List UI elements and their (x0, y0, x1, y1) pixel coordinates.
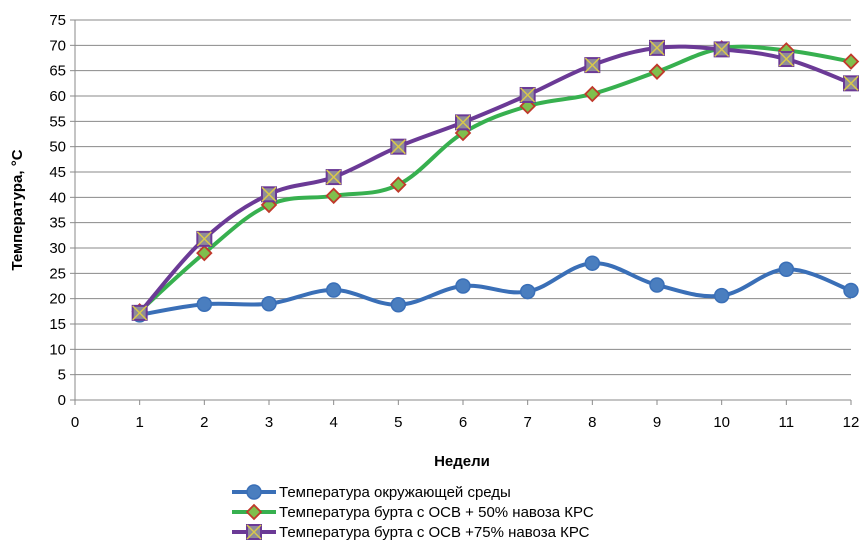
y-axis-title: Температура, °С (9, 149, 26, 270)
x-tick-label: 5 (394, 414, 402, 431)
data-point-series-1 (649, 277, 665, 293)
data-point-series-1 (584, 255, 601, 271)
x-tick-label: 7 (523, 414, 531, 431)
data-point-series-3 (713, 41, 730, 58)
y-tick-label: 10 (49, 341, 66, 358)
marker-x-stroke (246, 524, 262, 540)
marker-x-stroke (196, 231, 212, 247)
x-tick-label: 2 (200, 414, 208, 431)
data-point-series-2 (584, 85, 601, 103)
x-tick-label: 1 (135, 414, 143, 431)
legend-swatch-marker (246, 524, 262, 540)
y-tick-label: 5 (58, 367, 66, 384)
legend-label: Температура бурта с ОСВ + 50% навоза КРС (279, 504, 594, 521)
y-tick-label: 0 (58, 392, 66, 409)
legend-swatch-marker (245, 503, 263, 521)
data-point-series-2 (648, 63, 666, 80)
data-point-series-1 (455, 278, 471, 294)
data-point-series-3 (390, 138, 407, 155)
marker-x-stroke (520, 87, 536, 103)
x-tick-label: 3 (265, 414, 273, 431)
data-point-series-1 (390, 296, 407, 313)
marker-x-stroke (843, 75, 859, 91)
marker-x-stroke (132, 305, 148, 321)
data-point-series-3 (455, 114, 471, 131)
y-tick-label: 35 (49, 215, 66, 232)
series-markers (131, 39, 860, 323)
legend-label: Температура окружающей среды (279, 484, 511, 501)
series-line-1 (137, 261, 853, 317)
marker-x-stroke (714, 41, 730, 57)
y-tick-label: 15 (49, 316, 66, 333)
data-point-series-3 (778, 51, 795, 68)
series-line-2 (137, 44, 853, 314)
legend-label: Температура бурта с ОСВ +75% навоза КРС (279, 524, 590, 541)
series-lines (137, 44, 853, 317)
x-tick-label: 11 (779, 414, 795, 431)
y-tick-label: 50 (49, 139, 66, 156)
data-point-series-3 (131, 304, 148, 321)
x-axis-title: Недели (434, 453, 490, 470)
data-point-series-1 (325, 282, 342, 298)
x-tick-label: 6 (459, 414, 467, 431)
data-point-series-3 (519, 86, 536, 103)
legend-item-2: Температура бурта с ОСВ + 50% навоза КРС (232, 503, 594, 521)
y-tick-label: 25 (49, 265, 66, 282)
data-point-series-1 (713, 287, 730, 304)
x-tick-label: 10 (713, 414, 730, 431)
legend-item-1: Температура окружающей среды (232, 484, 511, 501)
data-point-series-2 (390, 176, 407, 193)
y-tick-label: 20 (49, 291, 66, 308)
y-tick-label: 60 (49, 88, 66, 105)
x-tick-label: 8 (588, 414, 596, 431)
legend-item-3: Температура бурта с ОСВ +75% навоза КРС (232, 524, 590, 541)
data-point-series-3 (843, 75, 859, 92)
data-point-series-2 (196, 244, 213, 262)
data-point-series-1 (843, 282, 859, 299)
y-tick-label: 45 (49, 164, 66, 181)
data-point-series-1 (778, 261, 795, 278)
marker-x-stroke (261, 186, 277, 202)
y-tick-label: 30 (49, 240, 66, 257)
data-point-series-1 (196, 296, 213, 312)
data-point-series-1 (519, 283, 536, 300)
y-tick-label: 55 (49, 113, 66, 130)
data-point-series-3 (261, 186, 277, 203)
x-tick-label: 12 (843, 414, 860, 431)
data-point-series-2 (325, 187, 342, 205)
y-tick-label: 70 (49, 37, 66, 54)
x-tick-label: 0 (71, 414, 79, 431)
marker-x-stroke (649, 40, 665, 56)
marker-x-stroke (390, 139, 406, 155)
gridlines (75, 19, 851, 401)
data-point-series-3 (649, 39, 665, 56)
marker-x-stroke (326, 169, 342, 185)
data-point-series-3 (325, 169, 342, 186)
data-point-series-1 (261, 295, 277, 312)
data-point-series-3 (584, 57, 601, 74)
legend-swatch-marker (246, 484, 262, 500)
y-tick-label: 40 (49, 189, 66, 206)
y-tick-label: 65 (49, 63, 66, 80)
data-point-series-2 (842, 53, 860, 70)
data-point-series-3 (196, 230, 213, 247)
y-tick-label: 75 (49, 12, 66, 29)
marker-x-stroke (778, 51, 794, 67)
marker-x-stroke (455, 114, 471, 130)
x-tick-label: 4 (329, 414, 337, 431)
marker-x-stroke (584, 57, 600, 73)
legend: Температура окружающей среды Температура … (232, 484, 594, 541)
x-tick-label: 9 (653, 414, 661, 431)
